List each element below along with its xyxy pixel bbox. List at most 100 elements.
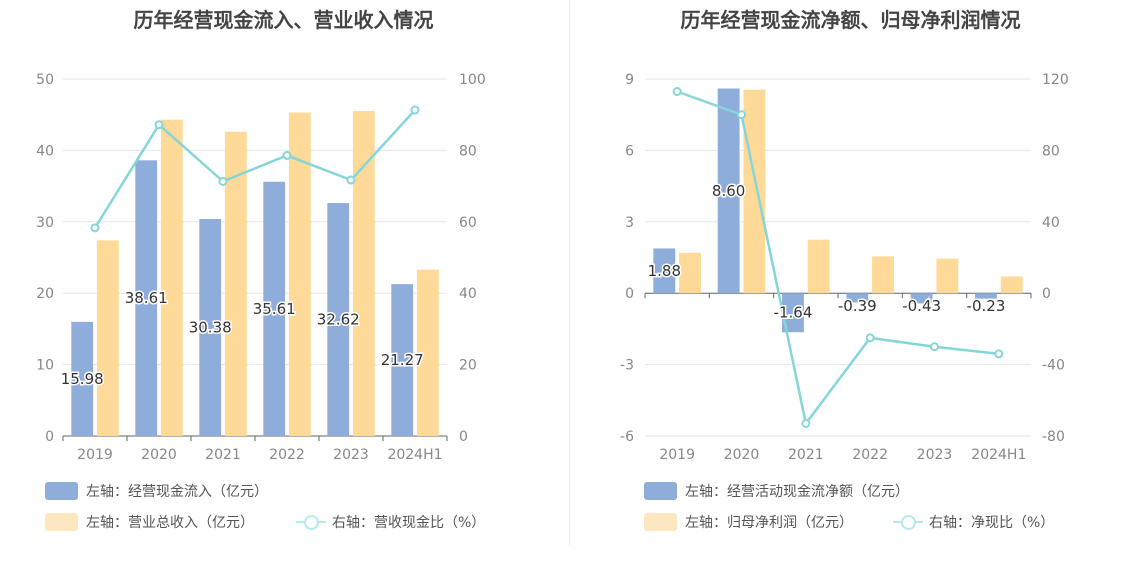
y-right-tick-label: 100 (459, 72, 486, 88)
y-right-tick-label: 0 (1042, 286, 1051, 302)
y-left-tick-label: 10 (36, 358, 54, 374)
bar-secondary (807, 239, 830, 294)
bar-primary (391, 284, 414, 436)
bar-data-label: 8.60 (712, 182, 745, 200)
bar-secondary (872, 256, 894, 294)
y-right-tick-label: 120 (1042, 72, 1069, 88)
line-point (801, 419, 811, 429)
y-left-tick-label: 50 (36, 72, 54, 88)
bar-primary (717, 88, 740, 294)
bar-secondary (352, 111, 375, 436)
chart-panel-cash-inflow: 历年经营现金流入、营业收入情况 0 10 20 30 40 50 0 20 40 60 80 100 2… (36, 8, 486, 532)
legend-label: 左轴：归母净利润（亿元） (685, 515, 853, 531)
bar-secondary (679, 252, 701, 294)
bar-secondary (416, 269, 439, 436)
legend-item-revenue-cash-ratio[interactable]: 右轴：营收现金比（%） (296, 512, 485, 532)
line-point (282, 150, 292, 160)
bar-primary (135, 160, 158, 437)
bar-data-label: 35.61 (253, 300, 296, 318)
panel-divider (569, 0, 570, 545)
x-tick-label: 2023 (333, 447, 369, 463)
x-tick-label: 2021 (788, 447, 824, 463)
chart-title: 历年经营现金流净额、归母净利润情况 (680, 8, 1021, 32)
series-line (93, 109, 416, 229)
chart-title: 历年经营现金流入、营业收入情况 (133, 8, 434, 32)
y-right-tick-label: 40 (459, 286, 477, 302)
legend-swatch (644, 482, 677, 500)
legend-label: 右轴：净现比（%） (929, 515, 1055, 531)
y-left-tick-label: 0 (45, 429, 54, 445)
legend-item-revenue[interactable]: 左轴：营业总收入（亿元） (45, 512, 254, 532)
legend-item-net-cash-ratio[interactable]: 右轴：净现比（%） (893, 512, 1054, 532)
x-tick-label: 2019 (77, 447, 113, 463)
bar-data-label: 30.38 (189, 319, 232, 337)
bar-secondary (160, 119, 183, 436)
y-right-tick-label: 80 (1042, 143, 1060, 159)
y-right-tick-label: 20 (459, 358, 477, 374)
bar-data-label: -0.23 (967, 297, 1006, 315)
legend-item-cash-inflow[interactable]: 左轴：经营现金流入（亿元） (45, 481, 268, 501)
bar-secondary (936, 258, 959, 294)
bar-data-label: 38.61 (125, 289, 168, 307)
legend-swatch (45, 482, 78, 500)
bar-primary (653, 248, 676, 294)
line-point (90, 223, 100, 233)
bar-primary (327, 203, 350, 436)
legend-item-net-profit[interactable]: 左轴：归母净利润（亿元） (644, 512, 853, 532)
x-tick-label: 2024H1 (971, 447, 1026, 463)
line-point (672, 86, 682, 96)
legend-label: 右轴：营收现金比（%） (332, 515, 486, 531)
legend-label: 左轴：经营活动现金流净额（亿元） (685, 484, 909, 500)
y-left-tick-label: 20 (36, 286, 54, 302)
bar-data-label: 32.62 (317, 311, 360, 329)
legend-line-swatch (893, 513, 923, 531)
bar-data-label: -1.64 (774, 304, 813, 322)
bar-primary (71, 321, 94, 436)
line-point (218, 176, 228, 186)
y-left-tick-label: 30 (36, 215, 54, 231)
line-point (154, 120, 164, 130)
x-tick-label: 2021 (205, 447, 241, 463)
chart-canvas-cash-inflow: 0 10 20 30 40 50 0 20 40 60 80 100 2019 2020 2021 2022 2… (36, 72, 486, 463)
y-right-tick-label: 40 (1042, 215, 1060, 231)
bar-data-label: 21.27 (381, 351, 424, 369)
y-left-tick-label: 40 (36, 143, 54, 159)
legend-line-swatch (296, 513, 326, 531)
legend-label: 左轴：经营现金流入（亿元） (86, 484, 268, 500)
legend-swatch (45, 513, 78, 531)
bar-primary (782, 293, 804, 333)
line-point (994, 349, 1004, 359)
bar-primary (910, 293, 933, 304)
bar-data-label: 15.98 (61, 370, 104, 388)
bar-primary (199, 219, 222, 436)
legend-item-net-operating-cashflow[interactable]: 左轴：经营活动现金流净额（亿元） (644, 481, 909, 501)
y-right-tick-label: -40 (1042, 358, 1065, 374)
legend-label: 左轴：营业总收入（亿元） (86, 515, 254, 531)
x-tick-label: 2019 (659, 447, 695, 463)
x-tick-label: 2020 (141, 447, 177, 463)
y-right-tick-label: 60 (459, 215, 477, 231)
bar-primary (975, 293, 997, 299)
bar-data-label: 1.88 (648, 262, 681, 280)
bar-secondary (288, 112, 311, 437)
bar-secondary (743, 89, 766, 294)
line-point (346, 175, 356, 185)
bar-data-label: -0.43 (902, 297, 941, 315)
line-point (410, 105, 420, 115)
bar-data-label: -0.39 (838, 297, 877, 315)
bar-primary (263, 181, 286, 436)
chart-canvas-net-cashflow: -6 -3 0 3 6 9 -80 -40 0 40 80 120 2019 2020 2021 2022 20… (620, 72, 1069, 463)
bar-secondary (224, 131, 247, 436)
y-left-tick-label: -6 (620, 429, 634, 445)
bar-secondary (1000, 276, 1023, 294)
y-left-tick-label: 6 (625, 143, 634, 159)
chart-panel-net-cashflow: 历年经营现金流净额、归母净利润情况 -6 -3 0 3 6 9 -80 -40 0 40 80 120… (567, 0, 1134, 582)
x-tick-label: 2020 (724, 447, 760, 463)
x-tick-label: 2024H1 (387, 447, 442, 463)
x-tick-label: 2022 (269, 447, 305, 463)
x-tick-label: 2022 (852, 447, 888, 463)
y-left-tick-label: 3 (625, 215, 634, 231)
y-left-tick-label: 9 (625, 72, 634, 88)
series-line (676, 90, 999, 427)
y-left-tick-label: -3 (620, 358, 634, 374)
